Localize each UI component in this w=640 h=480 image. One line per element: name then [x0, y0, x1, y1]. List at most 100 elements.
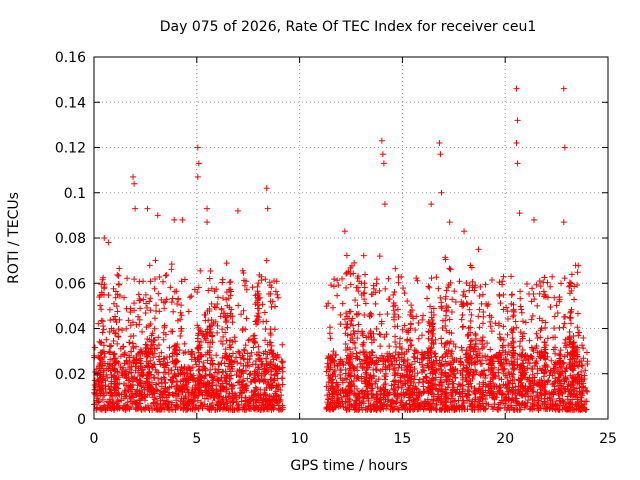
data-point	[228, 382, 235, 389]
data-point	[112, 359, 119, 366]
data-point	[151, 285, 158, 292]
data-point	[343, 252, 350, 259]
x-tick-label: 15	[393, 431, 411, 447]
data-point	[404, 298, 411, 305]
data-point	[456, 278, 463, 285]
data-point	[413, 275, 420, 282]
data-point	[147, 295, 154, 302]
data-point	[262, 392, 269, 399]
data-point	[144, 402, 151, 409]
data-point	[205, 390, 212, 397]
data-point	[260, 396, 267, 403]
data-point	[154, 345, 161, 352]
data-point	[278, 358, 285, 365]
data-point	[177, 378, 184, 385]
data-point	[147, 321, 154, 328]
data-point	[223, 296, 230, 303]
data-point	[114, 340, 121, 347]
data-point	[116, 316, 123, 323]
data-point	[110, 338, 117, 345]
data-point	[278, 375, 285, 382]
data-point	[136, 278, 143, 285]
data-point	[115, 385, 122, 392]
data-point	[460, 323, 467, 330]
data-point	[153, 308, 159, 315]
data-point	[147, 307, 154, 314]
data-point	[129, 375, 136, 382]
data-point	[186, 365, 193, 372]
data-point	[198, 352, 205, 359]
x-tick-label: 25	[599, 431, 617, 447]
data-point	[244, 359, 251, 366]
data-point	[385, 296, 392, 303]
data-point	[279, 406, 286, 413]
data-point	[209, 374, 216, 381]
data-point	[120, 364, 127, 371]
data-point	[250, 337, 257, 344]
data-point	[128, 384, 135, 391]
data-point	[331, 276, 338, 283]
data-point	[219, 341, 226, 348]
data-point	[391, 316, 398, 323]
data-point	[195, 367, 202, 374]
data-point	[223, 289, 230, 296]
data-point	[121, 352, 128, 359]
data-point	[97, 339, 104, 346]
data-point	[197, 384, 204, 391]
data-point	[460, 288, 467, 295]
data-point	[127, 309, 134, 316]
data-point	[127, 395, 134, 402]
data-point	[568, 271, 575, 278]
data-point	[276, 354, 283, 361]
data-point	[247, 370, 254, 377]
data-point	[160, 336, 167, 343]
data-point	[337, 371, 344, 378]
data-point	[243, 406, 250, 413]
data-point	[341, 228, 348, 235]
data-point	[204, 205, 211, 212]
data-point	[252, 361, 259, 368]
data-point	[452, 299, 459, 306]
data-point	[228, 288, 235, 295]
data-point	[459, 324, 466, 331]
data-point	[551, 325, 558, 332]
data-point	[181, 365, 188, 372]
data-point	[247, 353, 254, 360]
data-point	[384, 311, 391, 318]
data-point	[138, 406, 145, 413]
data-point	[108, 405, 115, 412]
data-point	[335, 282, 342, 289]
data-point	[197, 267, 204, 274]
data-point	[168, 299, 175, 306]
data-point	[274, 370, 281, 377]
data-point	[216, 405, 223, 412]
data-point	[252, 368, 259, 375]
data-point	[279, 359, 286, 366]
data-point	[428, 275, 435, 282]
data-point	[134, 386, 141, 393]
data-point	[131, 307, 138, 314]
data-point	[518, 309, 525, 316]
data-point	[188, 293, 195, 300]
data-point	[487, 346, 494, 353]
data-point	[178, 328, 185, 335]
data-point	[151, 315, 158, 322]
data-point	[205, 383, 212, 390]
data-point	[201, 333, 208, 340]
data-point	[213, 386, 220, 393]
data-point	[183, 383, 190, 390]
x-tick-label: 0	[90, 431, 99, 447]
data-point	[192, 393, 199, 400]
data-point	[143, 344, 150, 351]
data-point	[508, 273, 515, 280]
data-point	[212, 406, 219, 413]
data-point	[214, 369, 221, 376]
data-point	[391, 289, 398, 296]
data-point	[142, 310, 149, 317]
data-point	[475, 313, 482, 320]
data-point	[217, 313, 224, 320]
data-point	[116, 404, 123, 411]
data-point	[96, 293, 103, 300]
data-point	[120, 402, 127, 409]
